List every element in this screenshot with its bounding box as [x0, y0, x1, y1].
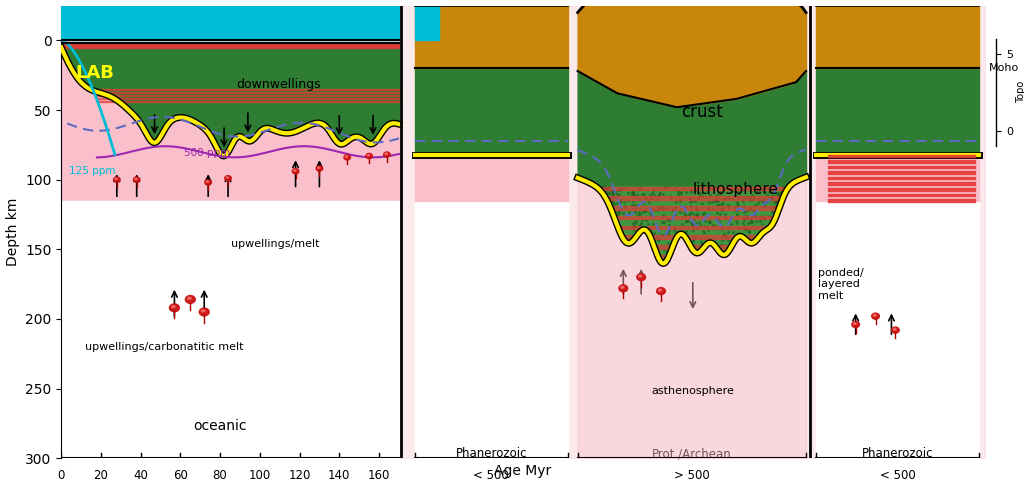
Text: LAB: LAB [75, 64, 114, 82]
Polygon shape [206, 181, 209, 182]
Text: < 500: < 500 [473, 469, 509, 483]
Polygon shape [170, 304, 179, 312]
Text: asthenosphere: asthenosphere [651, 386, 734, 396]
Text: 80: 80 [213, 469, 227, 483]
Polygon shape [345, 156, 348, 157]
Text: 0: 0 [57, 469, 65, 483]
Text: Moho: Moho [989, 63, 1019, 73]
Polygon shape [621, 286, 624, 288]
Polygon shape [618, 285, 628, 292]
Text: downwellings: downwellings [236, 78, 321, 91]
Text: 140: 140 [328, 469, 350, 483]
Polygon shape [292, 169, 299, 174]
Polygon shape [115, 178, 118, 180]
Text: < 500: < 500 [880, 469, 915, 483]
Text: > 500: > 500 [674, 469, 710, 483]
X-axis label: Age Myr: Age Myr [495, 464, 552, 478]
Polygon shape [658, 289, 662, 291]
Polygon shape [294, 170, 296, 171]
Polygon shape [366, 154, 373, 158]
Polygon shape [200, 308, 209, 316]
Polygon shape [853, 323, 856, 325]
Polygon shape [187, 297, 191, 299]
Text: Phanerozoic: Phanerozoic [456, 447, 527, 460]
Text: 125 ppm: 125 ppm [70, 166, 116, 176]
Text: upwellings/melt: upwellings/melt [231, 239, 319, 248]
Text: ponded/
layered
melt: ponded/ layered melt [818, 267, 863, 301]
Text: lithosphere: lithosphere [693, 182, 778, 197]
Polygon shape [637, 274, 645, 280]
Text: 20: 20 [93, 469, 109, 483]
Polygon shape [344, 155, 350, 160]
Polygon shape [133, 177, 140, 182]
Polygon shape [225, 175, 231, 181]
Polygon shape [114, 177, 120, 182]
Polygon shape [226, 177, 228, 178]
Polygon shape [873, 314, 877, 316]
Y-axis label: Depth km: Depth km [5, 198, 19, 266]
Text: oceanic: oceanic [194, 419, 247, 434]
Text: crust: crust [681, 103, 723, 121]
Polygon shape [135, 178, 137, 180]
Text: 500 ppm: 500 ppm [184, 148, 230, 158]
Text: 60: 60 [173, 469, 187, 483]
Polygon shape [316, 166, 323, 171]
Polygon shape [317, 167, 319, 169]
Text: 100: 100 [249, 469, 271, 483]
Polygon shape [871, 313, 880, 319]
Polygon shape [384, 152, 390, 157]
Polygon shape [852, 322, 859, 328]
Text: Phanerozoic: Phanerozoic [861, 447, 933, 460]
Polygon shape [656, 288, 666, 295]
Text: 40: 40 [133, 469, 148, 483]
Polygon shape [172, 306, 175, 308]
Text: 160: 160 [368, 469, 390, 483]
Polygon shape [639, 275, 642, 277]
Polygon shape [185, 295, 196, 303]
Polygon shape [893, 329, 896, 330]
Polygon shape [205, 180, 212, 185]
Polygon shape [202, 310, 205, 312]
Y-axis label: Topo
km: Topo km [1016, 81, 1024, 104]
Text: upwellings/carbonatitic melt: upwellings/carbonatitic melt [85, 342, 244, 351]
Text: 120: 120 [289, 469, 310, 483]
Text: Prot./Archean: Prot./Archean [652, 447, 732, 460]
Polygon shape [385, 153, 387, 155]
Polygon shape [368, 155, 370, 156]
Polygon shape [892, 327, 899, 333]
